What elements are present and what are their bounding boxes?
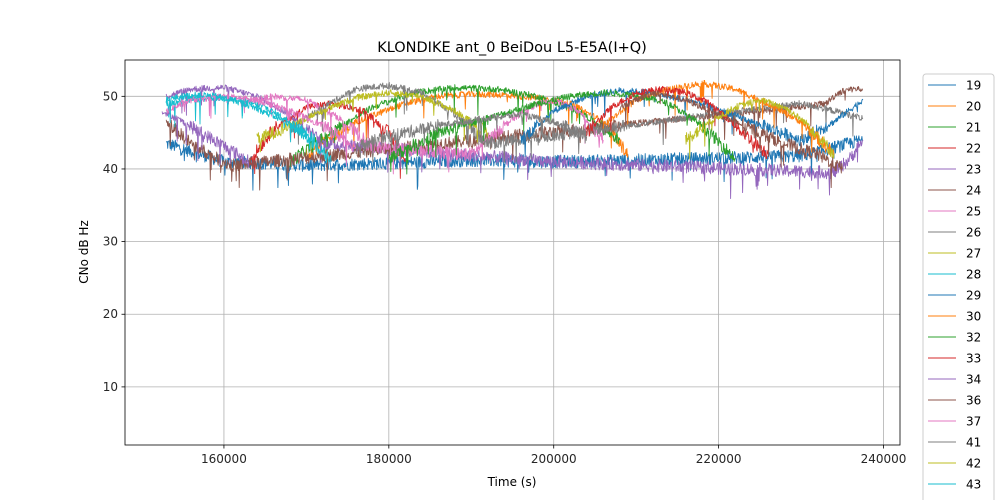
legend-entry: 32 — [928, 331, 981, 345]
legend-box — [922, 73, 995, 500]
legend-entry: 37 — [928, 415, 981, 429]
legend-label: 36 — [966, 394, 981, 408]
y-tick-label: 50 — [103, 89, 118, 103]
series-line-36 — [619, 90, 843, 189]
series-line-32 — [388, 89, 736, 175]
legend-entries: 19 20 21 22 23 24 25 26 27 28 29 30 32 33 34 36 37 41 42 43 — [928, 79, 981, 492]
legend-label: 37 — [966, 415, 981, 429]
legend-entry: 28 — [928, 268, 981, 282]
legend: 19 20 21 22 23 24 25 26 27 28 29 30 32 33 34 36 37 41 42 43 — [922, 73, 995, 500]
x-tick-label: 240000 — [861, 452, 907, 466]
legend-entry: 30 — [928, 310, 981, 324]
x-axis-ticks: 160000 180000 200000 220000 240000 — [201, 445, 906, 466]
legend-entry: 27 — [928, 247, 981, 261]
legend-label: 42 — [966, 457, 981, 471]
x-tick-label: 200000 — [531, 452, 577, 466]
y-tick-label: 20 — [103, 307, 118, 321]
legend-entry: 22 — [928, 142, 981, 156]
legend-entry: 42 — [928, 457, 981, 471]
series-line-43 — [165, 91, 316, 144]
legend-entry: 19 — [928, 79, 981, 93]
y-tick-label: 10 — [103, 380, 118, 394]
legend-entry: 36 — [928, 394, 981, 408]
series-line-20 — [305, 90, 629, 163]
legend-entry: 29 — [928, 289, 981, 303]
legend-label: 33 — [966, 352, 981, 366]
legend-label: 29 — [966, 289, 981, 303]
legend-entry: 25 — [928, 205, 981, 219]
legend-label: 22 — [966, 142, 981, 156]
x-tick-label: 160000 — [201, 452, 247, 466]
legend-label: 23 — [966, 163, 981, 177]
x-axis-title: Time (s) — [487, 475, 537, 489]
legend-label: 25 — [966, 205, 981, 219]
x-tick-label: 220000 — [696, 452, 742, 466]
legend-label: 30 — [966, 310, 981, 324]
y-axis-ticks: 10 20 30 40 50 — [103, 89, 125, 394]
y-tick-label: 30 — [103, 235, 118, 249]
series-lines — [161, 79, 864, 199]
legend-label: 32 — [966, 331, 981, 345]
legend-entry: 34 — [928, 373, 981, 387]
legend-label: 20 — [966, 100, 981, 114]
legend-entry: 21 — [928, 121, 981, 135]
chart-title: KLONDIKE ant_0 BeiDou L5-E5A(I+Q) — [377, 40, 647, 56]
legend-label: 34 — [966, 373, 981, 387]
legend-label: 43 — [966, 478, 981, 492]
legend-label: 27 — [966, 247, 981, 261]
legend-label: 28 — [966, 268, 981, 282]
legend-entry: 24 — [928, 184, 981, 198]
series-line-23 — [165, 84, 864, 199]
legend-entry: 20 — [928, 100, 981, 114]
legend-entry: 33 — [928, 352, 981, 366]
legend-label: 19 — [966, 79, 981, 93]
series-line-34 — [161, 110, 250, 169]
x-tick-label: 180000 — [366, 452, 412, 466]
plot-frame — [124, 59, 901, 446]
y-tick-label: 40 — [103, 162, 118, 176]
legend-entry: 26 — [928, 226, 981, 240]
series-line-27 — [256, 89, 489, 153]
legend-label: 41 — [966, 436, 981, 450]
series-line-19 — [165, 135, 864, 191]
legend-entry: 23 — [928, 163, 981, 177]
y-axis-title: CNo dB Hz — [77, 220, 91, 284]
legend-label: 24 — [966, 184, 981, 198]
legend-entry: 43 — [928, 478, 981, 492]
series-line-41 — [355, 111, 588, 163]
legend-entry: 41 — [928, 436, 981, 450]
legend-label: 26 — [966, 226, 981, 240]
series-line-42 — [685, 97, 835, 160]
legend-label: 21 — [966, 121, 981, 135]
